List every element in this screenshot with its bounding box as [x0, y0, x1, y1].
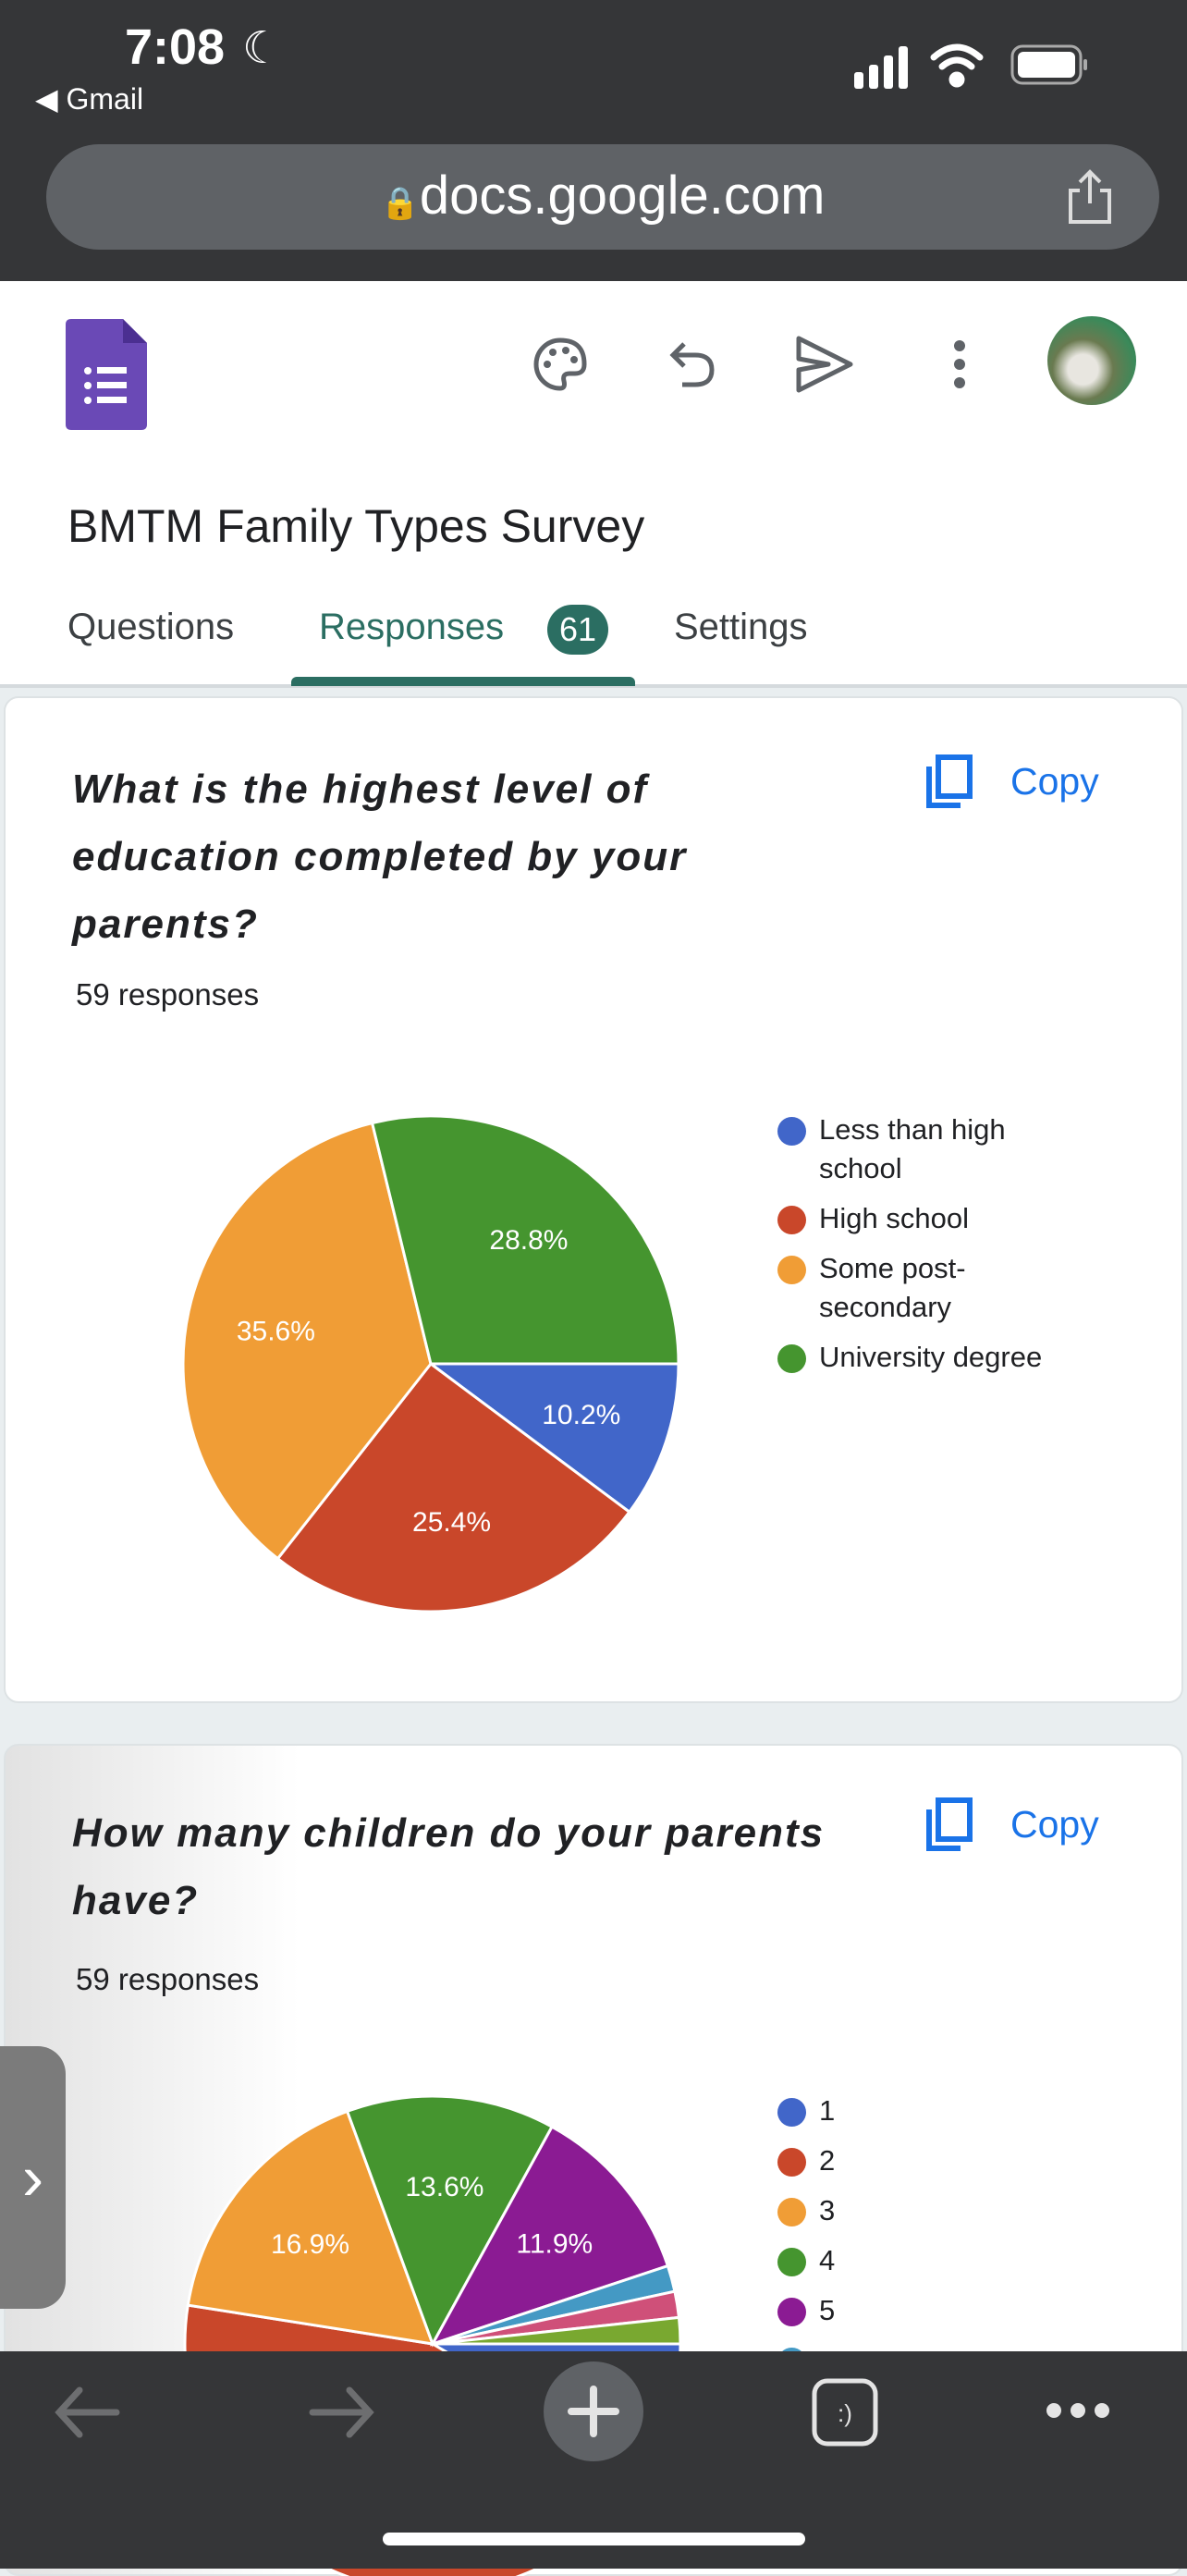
legend-swatch — [777, 2148, 806, 2177]
clock: 7:08 — [125, 19, 226, 75]
responses-count-badge: 61 — [547, 605, 608, 655]
legend-label: Less than high school — [819, 1113, 1006, 1184]
google-forms-logo[interactable] — [66, 319, 147, 430]
legend-item[interactable]: University degree — [777, 1340, 1087, 1377]
question-line: have? — [72, 1878, 200, 1923]
legend-swatch — [777, 1344, 806, 1373]
legend-label: University degree — [819, 1341, 1043, 1373]
share-icon[interactable] — [1063, 168, 1119, 227]
legend-label: 5 — [819, 2294, 836, 2326]
chevron-right-icon: › — [21, 2141, 44, 2214]
legend-item[interactable]: Less than high school — [777, 1112, 1087, 1188]
slice-label: 25.4% — [412, 1507, 491, 1538]
legend-item[interactable]: 3 — [777, 2193, 1087, 2230]
copy-label: Copy — [1010, 759, 1099, 803]
slice-label: 35.6% — [237, 1317, 315, 1347]
browser-toolbar: :) — [0, 2351, 1187, 2569]
question-line: What is the highest level of — [72, 767, 649, 812]
back-app-label: Gmail — [66, 82, 144, 116]
slice-label: 10.2% — [542, 1400, 620, 1430]
tab-switcher-icon[interactable]: :) — [811, 2377, 879, 2447]
pie-chart: 10.2% 25.4% 35.6% 28.8% — [181, 1114, 680, 1613]
slice-label: 16.9% — [271, 2229, 349, 2260]
more-options-icon[interactable] — [948, 337, 971, 392]
legend-swatch — [777, 1256, 806, 1284]
battery-icon — [1010, 44, 1087, 85]
avatar[interactable] — [1047, 316, 1136, 405]
question-title: How many children do your parents have? — [72, 1799, 950, 1934]
copy-chart-button[interactable]: Copy — [925, 754, 1099, 809]
back-arrow-icon[interactable] — [54, 2386, 122, 2438]
pie-slice[interactable] — [429, 2125, 670, 2347]
tab-responses[interactable]: Responses — [319, 607, 505, 647]
legend-swatch — [777, 1206, 806, 1234]
browser-chrome: 7:08 ☾ ◀ Gmail 🔒docs.google.com — [0, 0, 1187, 281]
copy-icon — [926, 1797, 973, 1851]
more-menu-icon[interactable] — [1045, 2399, 1111, 2422]
question-line: How many children do your parents — [72, 1810, 826, 1856]
response-count: 59 responses — [76, 977, 260, 1012]
legend-item[interactable]: 4 — [777, 2243, 1087, 2280]
svg-text::): :) — [838, 2399, 852, 2427]
lock-icon: 🔒 — [380, 186, 420, 221]
legend-item[interactable]: 2 — [777, 2143, 1087, 2180]
undo-icon[interactable] — [667, 337, 719, 392]
legend-item[interactable]: 1 — [777, 2093, 1087, 2130]
legend-item[interactable]: Some post-secondary — [777, 1251, 1087, 1327]
pie-slice[interactable] — [370, 1114, 680, 1366]
back-triangle-icon: ◀ — [35, 82, 67, 116]
back-to-app[interactable]: ◀ Gmail — [35, 81, 143, 117]
legend-swatch — [777, 1117, 806, 1146]
question-line: parents? — [72, 902, 259, 947]
copy-label: Copy — [1010, 1802, 1099, 1846]
legend-swatch — [777, 2248, 806, 2276]
slice-label: 11.9% — [516, 2228, 593, 2259]
legend-item[interactable]: High school — [777, 1201, 1087, 1238]
legend-label: 1 — [819, 2094, 836, 2127]
status-icons — [854, 43, 1087, 89]
url-text: docs.google.com — [419, 166, 826, 226]
side-panel-toggle[interactable]: › — [0, 2046, 66, 2309]
signal-icon — [854, 46, 908, 89]
legend-label: Some post-secondary — [819, 1252, 966, 1323]
legend-item[interactable]: 5 — [777, 2293, 1087, 2330]
response-count: 59 responses — [76, 1962, 260, 1996]
legend-swatch — [777, 2098, 806, 2127]
forward-arrow-icon[interactable] — [307, 2386, 375, 2438]
pie-slice[interactable] — [345, 2094, 555, 2348]
pie-slice[interactable] — [432, 2315, 682, 2346]
active-tab-indicator — [291, 677, 635, 686]
plus-icon — [568, 2386, 619, 2437]
pie-slice[interactable] — [275, 1361, 631, 1613]
slice-label: 28.8% — [489, 1225, 568, 1256]
question-card: What is the highest level of education c… — [4, 696, 1183, 1703]
pie-slice[interactable] — [181, 1121, 433, 1561]
url-bar[interactable]: 🔒docs.google.com — [46, 144, 1159, 250]
pie-slice[interactable] — [186, 2109, 435, 2346]
form-title: BMTM Family Types Survey — [67, 500, 645, 552]
tab-questions[interactable]: Questions — [67, 607, 235, 647]
forms-header: BMTM Family Types Survey Questions Respo… — [0, 281, 1187, 688]
question-line: education completed by your — [72, 834, 688, 879]
pie-slice[interactable] — [426, 1362, 680, 1515]
legend-swatch — [777, 2198, 806, 2226]
tab-settings[interactable]: Settings — [674, 607, 808, 647]
slice-label: 13.6% — [405, 2172, 483, 2202]
send-icon[interactable] — [795, 335, 854, 394]
question-title: What is the highest level of education c… — [72, 755, 904, 958]
palette-icon[interactable] — [532, 337, 588, 392]
legend-label: High school — [819, 1202, 969, 1234]
legend-label: 2 — [819, 2144, 836, 2177]
legend-label: 4 — [819, 2244, 836, 2276]
legend-label: 3 — [819, 2194, 836, 2226]
moon-icon: ☾ — [242, 24, 283, 73]
wifi-icon — [930, 43, 984, 88]
new-tab-button[interactable] — [544, 2361, 643, 2461]
home-indicator — [383, 2533, 805, 2545]
legend-swatch — [777, 2298, 806, 2326]
copy-icon — [926, 754, 973, 808]
copy-chart-button[interactable]: Copy — [925, 1797, 1099, 1852]
